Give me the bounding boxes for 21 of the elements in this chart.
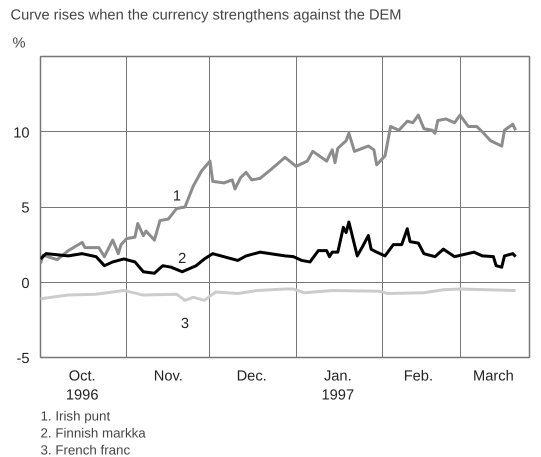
y-tick-label: 0 [21, 276, 30, 292]
chart-title: Curve rises when the currency strengthens against the DEM [10, 8, 402, 24]
y-tick-label: 10 [13, 125, 30, 142]
x-tick-label: Oct. 1996 [66, 368, 98, 404]
line-series [40, 114, 518, 265]
x-tick-label: Jan. 1997 [321, 368, 354, 404]
y-tick-label: -5 [16, 351, 30, 367]
text: 3. French franc [40, 442, 130, 457]
x-tick-label: March [473, 368, 514, 384]
y-tick-label: 5 [21, 200, 30, 216]
line-series [40, 220, 518, 275]
text: 2. Finnish markka [40, 426, 146, 440]
y-axis-title: % [12, 36, 26, 52]
x-tick-label: Feb. [404, 368, 434, 384]
series-label: 3 [180, 316, 190, 332]
line-series [40, 288, 518, 302]
series-label: 2 [178, 251, 186, 268]
series-label: 1 [172, 188, 182, 204]
text: 1. Irish punt [40, 408, 110, 424]
x-tick-label: Nov. [154, 368, 183, 384]
x-tick-label: Dec. [236, 368, 267, 384]
